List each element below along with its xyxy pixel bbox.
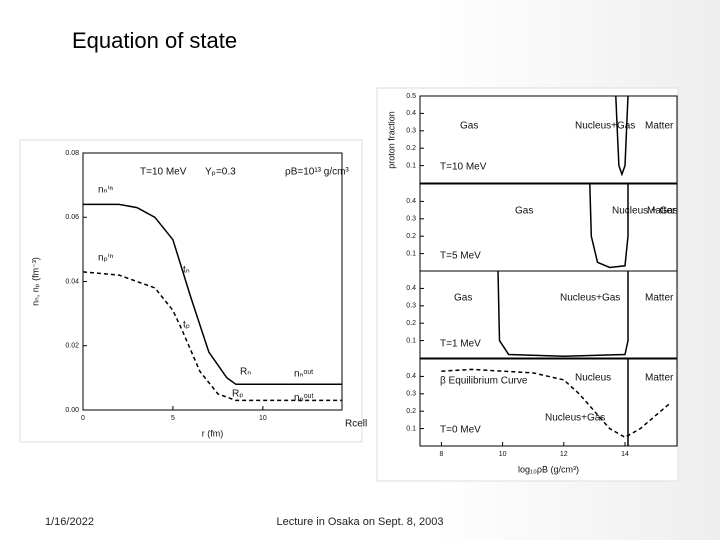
y-tick-label: 0.02 (65, 343, 79, 350)
y-tick-label: 0.4 (406, 285, 416, 292)
annotation: Nucleus+Gas (575, 121, 635, 132)
annotation: Rₚ (232, 389, 244, 400)
annotation: Gas (454, 293, 472, 304)
annotation: Gas (460, 121, 478, 132)
annotation: Nucleus (575, 373, 611, 384)
annotation: Rₙ (240, 367, 251, 378)
plot-frame (419, 95, 678, 184)
x-tick-label: 10 (259, 415, 267, 422)
annotation: β Equilibrium Curve (440, 376, 528, 387)
y-tick-label: 0.3 (406, 303, 416, 310)
y-tick-label: 0.06 (65, 214, 79, 221)
annotation: Gas (515, 206, 533, 217)
annotation: Nucleus+Gas (545, 413, 605, 424)
y-axis-label: proton fraction (386, 111, 396, 169)
annotation: Matter (647, 206, 676, 217)
annotation: Nucleus + Gas (612, 206, 678, 217)
x-tick-label: 5 (171, 415, 175, 422)
annotation: Matter (645, 293, 674, 304)
annotation: nₚⁱⁿ (98, 253, 114, 264)
x-tick-label: 12 (560, 451, 568, 458)
series-line (497, 270, 629, 358)
plot-frame (419, 270, 678, 359)
footer-text: Lecture in Osaka on Sept. 8, 2003 (277, 516, 444, 528)
annotation: Matter (645, 373, 674, 384)
y-tick-label: 0.3 (406, 216, 416, 223)
plot-frame (419, 358, 678, 447)
y-tick-label: 0.1 (406, 250, 416, 257)
annotation: nₙⁱⁿ (98, 185, 113, 196)
annotation: Rcell (345, 419, 367, 430)
y-tick-label: 0.2 (406, 233, 416, 240)
annotation: Nucleus+Gas (560, 293, 620, 304)
left-figure (19, 139, 363, 443)
y-tick-label: 0.2 (406, 408, 416, 415)
x-tick-label: 0 (81, 415, 85, 422)
annotation: nₙᵒᵘᵗ (294, 369, 313, 380)
y-tick-label: 0.3 (406, 391, 416, 398)
y-tick-label: 0.4 (406, 373, 416, 380)
annotation: T=5 MeV (440, 251, 481, 262)
y-tick-label: 0.2 (406, 145, 416, 152)
annotation: Yₚ=0.3 (205, 167, 236, 178)
series-line (441, 368, 672, 439)
annotation: tₚ (183, 320, 190, 331)
series-line (82, 271, 342, 402)
annotation: ρB=10¹³ g/cm³ (285, 167, 349, 178)
y-tick-label: 0.4 (406, 110, 416, 117)
annotation: T=10 MeV (440, 162, 487, 173)
x-axis-label: r (fm) (202, 428, 224, 438)
series-line (615, 95, 629, 177)
y-tick-label: 0.00 (65, 407, 79, 414)
right-figure (376, 87, 679, 482)
annotation: nₚᵒᵘᵗ (294, 393, 314, 404)
series-line (83, 203, 342, 386)
annotation: Matter (645, 121, 674, 132)
series-line (589, 183, 629, 269)
y-tick-label: 0.3 (406, 128, 416, 135)
slide-title: Equation of state (72, 28, 237, 53)
y-tick-label: 0.08 (65, 150, 79, 157)
y-axis-label: nₙ, nₚ (fm⁻³) (30, 257, 40, 306)
y-tick-label: 0.1 (406, 162, 416, 169)
annotation: T=0 MeV (440, 425, 481, 436)
annotation: T=1 MeV (440, 339, 481, 350)
footer-date: 1/16/2022 (45, 516, 94, 528)
y-tick-label: 0.1 (406, 425, 416, 432)
y-tick-label: 0.5 (406, 93, 416, 100)
y-tick-label: 0.1 (406, 337, 416, 344)
y-tick-label: 0.4 (406, 198, 416, 205)
y-tick-label: 0.04 (65, 278, 79, 285)
x-axis-label: log₁₀ρB (g/cm³) (518, 464, 579, 474)
x-tick-label: 10 (499, 451, 507, 458)
annotation: T=10 MeV (140, 167, 187, 178)
x-tick-label: 14 (621, 451, 629, 458)
x-tick-label: 8 (439, 451, 443, 458)
y-tick-label: 0.2 (406, 320, 416, 327)
annotation: tₙ (183, 265, 190, 276)
